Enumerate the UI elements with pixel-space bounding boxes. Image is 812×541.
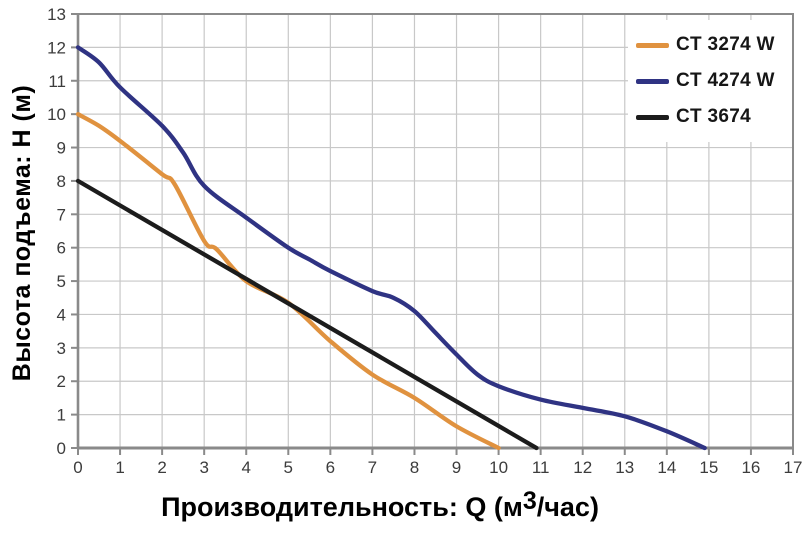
legend: CT 3274 W CT 4274 W CT 3674 <box>628 20 792 142</box>
y-axis-title: Высота подъема: H (м) <box>8 84 36 382</box>
legend-swatch-ct-4274w <box>636 78 669 84</box>
legend-label: CT 3674 <box>676 106 751 127</box>
svg-text:0: 0 <box>73 458 82 477</box>
svg-text:4: 4 <box>242 458 251 477</box>
svg-text:8: 8 <box>57 172 66 191</box>
svg-text:13: 13 <box>47 5 66 24</box>
svg-text:10: 10 <box>489 458 508 477</box>
x-axis-title-superscript: 3 <box>522 487 537 515</box>
x-axis-title-text: Производительность: Q (м <box>161 492 523 522</box>
legend-item: CT 4274 W <box>636 66 792 96</box>
svg-text:0: 0 <box>57 439 66 458</box>
svg-text:5: 5 <box>284 458 293 477</box>
svg-text:3: 3 <box>199 458 208 477</box>
svg-text:9: 9 <box>452 458 461 477</box>
legend-swatch-ct-3674 <box>636 114 669 120</box>
legend-item: CT 3674 <box>636 102 792 132</box>
svg-text:10: 10 <box>47 105 66 124</box>
x-axis-title: Производительность: Q (м3/час) <box>0 487 760 523</box>
svg-text:8: 8 <box>410 458 419 477</box>
svg-text:14: 14 <box>657 458 676 477</box>
svg-text:1: 1 <box>57 406 66 425</box>
legend-label: CT 4274 W <box>676 70 775 91</box>
svg-text:12: 12 <box>47 38 66 57</box>
svg-text:3: 3 <box>57 339 66 358</box>
svg-text:1: 1 <box>115 458 124 477</box>
svg-text:9: 9 <box>57 139 66 158</box>
svg-text:12: 12 <box>573 458 592 477</box>
svg-text:16: 16 <box>741 458 760 477</box>
svg-text:7: 7 <box>57 205 66 224</box>
svg-text:6: 6 <box>57 239 66 258</box>
svg-text:2: 2 <box>157 458 166 477</box>
legend-label: CT 3274 W <box>676 34 775 55</box>
svg-text:11: 11 <box>48 72 66 91</box>
svg-text:11: 11 <box>532 458 550 477</box>
svg-text:17: 17 <box>784 458 803 477</box>
svg-text:6: 6 <box>326 458 335 477</box>
svg-text:4: 4 <box>57 305 66 324</box>
svg-text:5: 5 <box>57 272 66 291</box>
svg-text:7: 7 <box>368 458 377 477</box>
svg-text:15: 15 <box>699 458 718 477</box>
x-axis-title-unit: /час) <box>536 492 599 522</box>
legend-item: CT 3274 W <box>636 30 792 60</box>
svg-text:13: 13 <box>615 458 634 477</box>
svg-text:2: 2 <box>57 372 66 391</box>
legend-swatch-ct-3274w <box>636 42 669 48</box>
